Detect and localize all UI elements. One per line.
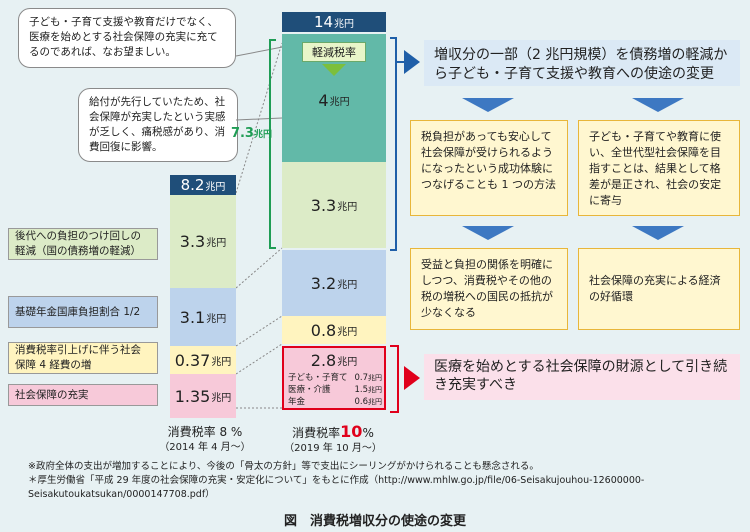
- card1-text: 税負担があっても安心して社会保障が受けられるようになったという成功体験につなげる…: [421, 130, 556, 191]
- col8-seg1-value: 3.3: [179, 232, 206, 251]
- col8-seg4-value: 1.35: [174, 386, 211, 406]
- footnote-1: ※政府全体の支出が増加することにより、今後の「骨太の方針」等で支出にシーリングが…: [28, 461, 539, 472]
- col10-total-header: 14 兆円: [282, 12, 386, 32]
- card-less-resistance: 受益と負担の関係を明確にしつつ、消費税やその他の税の増税への国民の抵抗が少なくな…: [410, 248, 568, 330]
- breakdown-value: 0.6: [354, 397, 368, 407]
- footnote-2: ＊厚生労働省「平成 29 年度の社会保障の充実・安定化について」をもとに作成（h…: [28, 475, 645, 500]
- col8-seg-four-costs: 0.37 兆円: [170, 346, 236, 374]
- card4-text: 社会保障の充実による経済の好循環: [589, 274, 721, 303]
- breakdown-label: 年金: [288, 397, 306, 407]
- col8-caption-rate: 消費税率 8 %: [167, 425, 243, 439]
- col8-seg-pension: 3.1 兆円: [170, 288, 236, 346]
- col10-caption: 消費税率10% （2019 年 10 月〜）: [268, 424, 398, 457]
- card-economic-cycle: 社会保障の充実による経済の好循環: [578, 248, 740, 330]
- col10-total-unit: 兆円: [334, 18, 355, 30]
- col8-seg3-unit: 兆円: [211, 356, 232, 368]
- col8-seg-debt: 3.3 兆円: [170, 195, 236, 288]
- footnotes: ※政府全体の支出が増加することにより、今後の「骨太の方針」等で支出にシーリングが…: [28, 460, 742, 502]
- col10-seg-b-value: 3.3: [310, 195, 337, 215]
- col10-seg-b-unit: 兆円: [337, 201, 358, 213]
- down-arrow-3: [462, 226, 514, 240]
- breakdown-label: 子ども・子育て: [288, 373, 348, 383]
- col10-seg-c-value: 3.2: [310, 273, 337, 293]
- col8-seg3-value: 0.37: [174, 350, 211, 370]
- col8-caption-date: （2014 年 4 月〜）: [159, 442, 251, 453]
- col8-seg2-unit: 兆円: [206, 313, 227, 325]
- figure-caption: 図 消費税増収分の使途の変更: [0, 510, 750, 529]
- breakdown-value: 1.5: [354, 385, 368, 395]
- col10-caption-date: （2019 年 10 月〜）: [284, 443, 382, 454]
- down-arrow-1: [462, 98, 514, 112]
- right-arrow-bottom: [404, 366, 420, 390]
- reduced-rate-tag: 軽減税率: [302, 42, 366, 62]
- col10-seg-a: 4 兆円: [282, 78, 386, 122]
- breakdown-row: 年金 0.6兆円: [288, 396, 382, 408]
- col8-seg1-unit: 兆円: [206, 238, 227, 249]
- col10-seg-d-unit: 兆円: [337, 326, 358, 338]
- breakdown-list: 子ども・子育て 0.7兆円 医療・介護 1.5兆円 年金 0.6兆円: [288, 372, 382, 408]
- top-proposal-text: 増収分の一部（2 兆円規模）を債務増の軽減から子ども・子育て支援や教育への使途の…: [434, 47, 728, 82]
- col8-total-header: 8.2 兆円: [170, 175, 236, 195]
- card2-text: 子ども・子育てや教育に使い、全世代型社会保障を目指すことは、結果として格差が是正…: [589, 130, 722, 207]
- breakdown-label: 医療・介護: [288, 385, 331, 395]
- col8-seg-enhancement: 1.35 兆円: [170, 374, 236, 418]
- figure-caption-text: 図 消費税増収分の使途の変更: [283, 514, 466, 529]
- down-arrow-4: [632, 226, 684, 240]
- col8-total-unit: 兆円: [205, 181, 226, 193]
- card3-text: 受益と負担の関係を明確にしつつ、消費税やその他の税の増税への国民の抵抗が少なくな…: [421, 258, 553, 319]
- bubble-top-text: 子ども・子育て支援や教育だけでなく、医療を始めとする社会保障の充実に充てるのであ…: [29, 16, 218, 58]
- bracket-total: 7.3兆円: [228, 126, 272, 141]
- breakdown-row: 子ども・子育て 0.7兆円: [288, 372, 382, 384]
- col10-seg-e-unit: 兆円: [337, 356, 358, 368]
- right-arrow-top: [404, 50, 420, 74]
- bracket-total-value: 7.3: [230, 126, 254, 141]
- col8-total-value: 8.2: [180, 176, 205, 194]
- bubble-mid-text: 給付が先行していたため、社会保障が充実したという実感が乏しく、痛税感があり、消費…: [89, 96, 226, 153]
- label-debt-reduction: 後代への負担のつけ回しの軽減（国の債務増の軽減）: [8, 228, 158, 260]
- label-enhancement-text: 社会保障の充実: [15, 388, 89, 401]
- label-enhancement: 社会保障の充実: [8, 384, 158, 406]
- col10-seg-e: 2.8 兆円: [284, 350, 384, 370]
- reduced-rate-arrow: [322, 64, 346, 76]
- bottom-conclusion-box: 医療を始めとする社会保障の財源として引き続き充実すべき: [424, 354, 740, 400]
- col10-seg-a-value: 4: [318, 90, 329, 110]
- bracket-total-unit: 兆円: [253, 130, 272, 140]
- col10-seg-four-costs: 0.8 兆円: [282, 316, 386, 344]
- col8-seg2-value: 3.1: [179, 307, 206, 327]
- card-success-experience: 税負担があっても安心して社会保障が受けられるようになったという成功体験につなげる…: [410, 120, 568, 216]
- down-arrow-2: [632, 98, 684, 112]
- label-four-costs: 消費税率引上げに伴う社会保障 4 経費の増: [8, 342, 158, 374]
- col10-caption-prefix: 消費税率: [292, 426, 341, 440]
- speech-bubble-top: 子ども・子育て支援や教育だけでなく、医療を始めとする社会保障の充実に充てるのであ…: [18, 8, 236, 68]
- speech-bubble-mid: 給付が先行していたため、社会保障が充実したという実感が乏しく、痛税感があり、消費…: [78, 88, 238, 162]
- col10-seg-c-unit: 兆円: [337, 279, 358, 291]
- label-debt-reduction-text: 後代への負担のつけ回しの軽減（国の債務増の軽減）: [15, 230, 141, 257]
- col10-caption-suffix: %: [362, 426, 374, 440]
- col10-caption-rate: 消費税率10%: [268, 424, 398, 441]
- col10-seg-debt: 3.3 兆円: [282, 162, 386, 248]
- breakdown-value: 0.7: [354, 373, 368, 383]
- breakdown-unit: 兆円: [368, 398, 382, 406]
- top-proposal-box: 増収分の一部（2 兆円規模）を債務増の軽減から子ども・子育て支援や教育への使途の…: [424, 40, 740, 86]
- col10-seg-a-unit: 兆円: [329, 96, 350, 108]
- bottom-conclusion-text: 医療を始めとする社会保障の財源として引き続き充実すべき: [434, 359, 728, 393]
- col8-caption: 消費税率 8 % （2014 年 4 月〜）: [150, 424, 260, 456]
- card-all-generation: 子ども・子育てや教育に使い、全世代型社会保障を目指すことは、結果として格差が是正…: [578, 120, 740, 216]
- label-pension-text: 基礎年金国庫負担割合 1/2: [15, 305, 141, 318]
- breakdown-row: 医療・介護 1.5兆円: [288, 384, 382, 396]
- label-four-costs-text: 消費税率引上げに伴う社会保障 4 経費の増: [15, 344, 141, 371]
- reduced-rate-label: 軽減税率: [312, 46, 356, 59]
- col10-caption-rate-value: 10: [340, 422, 363, 441]
- col10-seg-enhancement: 2.8 兆円 子ども・子育て 0.7兆円 医療・介護 1.5兆円 年金 0.6兆円: [282, 346, 386, 410]
- breakdown-unit: 兆円: [368, 386, 382, 394]
- col10-seg-pension: 3.2 兆円: [282, 250, 386, 316]
- col8-seg4-unit: 兆円: [211, 392, 232, 404]
- col10-seg-d-value: 0.8: [310, 320, 337, 340]
- breakdown-unit: 兆円: [368, 374, 382, 382]
- label-pension: 基礎年金国庫負担割合 1/2: [8, 296, 158, 328]
- col10-seg-e-value: 2.8: [310, 350, 337, 370]
- col10-total-value: 14: [313, 13, 334, 31]
- col10-seg-reduced-rate: 軽減税率 4 兆円: [282, 34, 386, 162]
